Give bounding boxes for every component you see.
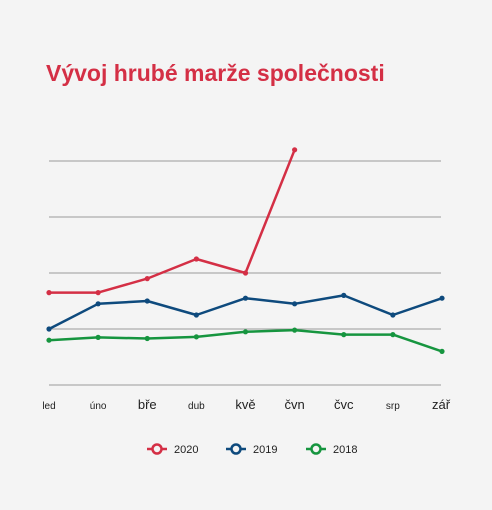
x-tick-label: dub: [188, 401, 205, 412]
data-point: [193, 312, 199, 318]
legend: 2020 2019 2018: [147, 443, 357, 456]
data-point: [242, 295, 249, 301]
data-point: [193, 256, 199, 262]
data-point: [341, 332, 347, 338]
data-point: [341, 292, 347, 298]
legend-label: 2020: [174, 444, 198, 456]
data-point: [46, 337, 52, 343]
data-point: [193, 334, 199, 340]
x-tick-label: led: [42, 401, 55, 412]
chart-title: Vývoj hrubé marže společnosti: [46, 60, 385, 86]
data-point: [292, 147, 298, 153]
legend-label: 2019: [253, 444, 277, 456]
data-point: [439, 295, 445, 301]
data-point: [95, 290, 101, 296]
legend-marker: [230, 443, 242, 455]
data-point: [292, 301, 298, 307]
x-tick-label: čvn: [285, 397, 305, 412]
data-point: [46, 290, 52, 296]
x-tick-label: kvě: [235, 397, 255, 412]
legend-item: 2019: [226, 443, 277, 456]
legend-label: 2018: [333, 444, 357, 456]
x-axis-ticks: led úno bře dub kvě čvn čvc srp zář: [42, 397, 450, 412]
data-point: [95, 334, 101, 340]
series-2018: [46, 327, 445, 354]
series-2020: [46, 147, 298, 296]
data-point: [144, 298, 150, 304]
data-point: [439, 348, 445, 354]
data-point: [46, 326, 52, 332]
data-point: [95, 301, 101, 307]
series-line: [49, 149, 296, 294]
x-tick-label: úno: [90, 401, 107, 412]
legend-item: 2020: [147, 443, 198, 456]
legend-item: 2018: [306, 443, 357, 456]
data-point: [390, 312, 396, 318]
data-point: [242, 270, 249, 276]
data-point: [144, 335, 150, 342]
x-tick-label: čvc: [334, 397, 354, 412]
series-2019: [46, 292, 445, 332]
legend-marker: [151, 443, 163, 455]
data-point: [390, 332, 396, 338]
x-tick-label: srp: [386, 401, 400, 412]
data-point: [292, 327, 298, 333]
legend-marker: [310, 443, 322, 455]
data-point: [242, 329, 249, 335]
data-point: [144, 276, 150, 282]
x-tick-label: bře: [138, 397, 157, 412]
x-tick-label: zář: [432, 397, 451, 412]
